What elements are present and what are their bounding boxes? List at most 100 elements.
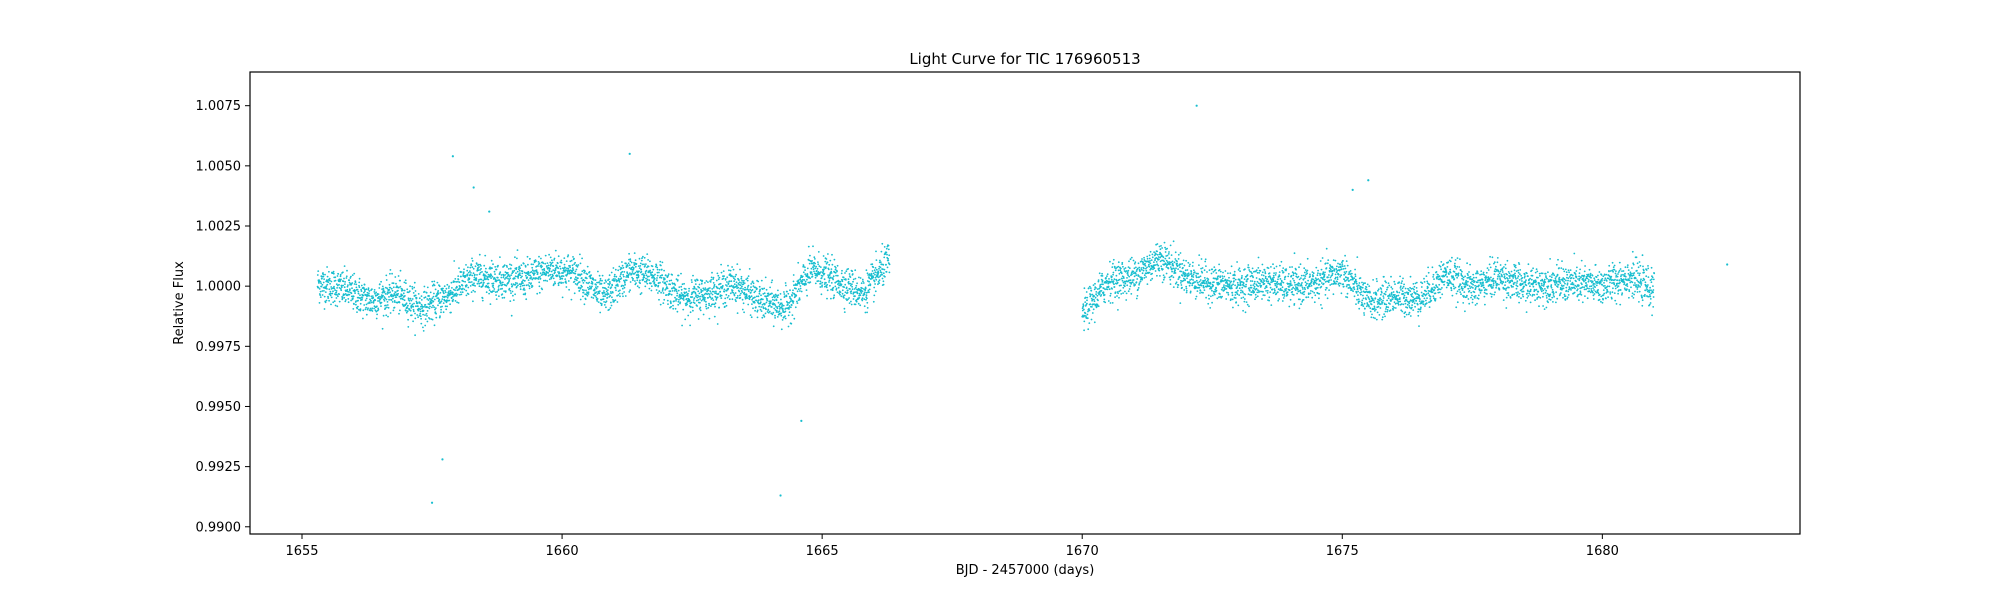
flux-point xyxy=(1410,293,1412,296)
flux-point xyxy=(1425,302,1428,304)
flux-point xyxy=(346,285,349,288)
flux-point xyxy=(434,307,437,309)
flux-point xyxy=(485,291,488,294)
flux-point xyxy=(767,295,769,297)
flux-point xyxy=(1437,274,1439,276)
flux-point xyxy=(1352,290,1354,293)
flux-point xyxy=(1377,289,1379,292)
flux-point xyxy=(1377,305,1380,308)
flux-point xyxy=(1234,297,1237,299)
flux-point xyxy=(403,289,406,292)
flux-point xyxy=(334,289,336,291)
flux-point xyxy=(1101,275,1104,277)
flux-point xyxy=(1256,295,1259,298)
flux-point xyxy=(1301,300,1304,303)
flux-point xyxy=(696,305,698,307)
flux-point xyxy=(723,288,726,291)
flux-point xyxy=(319,294,322,296)
flux-point xyxy=(616,294,618,297)
flux-point xyxy=(1236,293,1239,296)
flux-point xyxy=(508,279,511,281)
flux-point xyxy=(1176,260,1178,263)
flux-point xyxy=(836,291,839,294)
flux-point xyxy=(878,282,881,284)
flux-point xyxy=(829,276,832,279)
flux-point xyxy=(382,294,384,297)
flux-point xyxy=(839,280,842,283)
flux-point xyxy=(843,294,846,297)
flux-point xyxy=(741,298,744,301)
flux-point xyxy=(409,297,412,300)
flux-point xyxy=(775,299,778,302)
flux-point xyxy=(1259,282,1261,285)
flux-point xyxy=(341,297,344,300)
flux-point xyxy=(1380,298,1382,301)
flux-point xyxy=(415,297,418,299)
flux-point xyxy=(1289,282,1292,284)
flux-point xyxy=(1181,263,1184,265)
flux-point xyxy=(1412,296,1414,299)
flux-point xyxy=(796,290,799,293)
flux-point xyxy=(1279,289,1281,291)
flux-point xyxy=(355,286,358,289)
flux-point xyxy=(564,269,567,272)
flux-point xyxy=(1297,275,1300,278)
flux-point xyxy=(471,274,474,277)
flux-point xyxy=(521,275,523,278)
flux-point xyxy=(496,276,499,279)
flux-point xyxy=(555,264,558,267)
flux-point xyxy=(1399,285,1402,288)
flux-point xyxy=(773,299,776,302)
flux-point xyxy=(1093,300,1096,303)
flux-point xyxy=(658,271,660,274)
flux-point xyxy=(1304,275,1307,277)
flux-point xyxy=(550,277,553,280)
flux-point xyxy=(621,292,624,295)
flux-point xyxy=(632,279,634,282)
flux-point xyxy=(1112,271,1115,274)
flux-point xyxy=(373,289,376,291)
flux-point xyxy=(564,266,566,269)
flux-point xyxy=(1383,275,1385,278)
flux-point xyxy=(883,256,886,259)
flux-point xyxy=(616,301,619,303)
flux-point xyxy=(1096,304,1099,306)
flux-point xyxy=(788,305,791,307)
flux-point xyxy=(407,297,410,300)
flux-point xyxy=(819,280,822,283)
flux-point xyxy=(622,275,625,278)
flux-point xyxy=(1345,270,1348,273)
flux-point xyxy=(825,281,827,284)
flux-point xyxy=(1303,286,1306,289)
flux-point xyxy=(1276,280,1279,283)
flux-point xyxy=(409,309,412,312)
flux-point xyxy=(1433,278,1435,280)
flux-point xyxy=(1109,294,1112,297)
flux-point xyxy=(1415,297,1418,300)
flux-point xyxy=(1336,280,1338,283)
flux-point xyxy=(1273,267,1276,270)
flux-point xyxy=(868,277,871,279)
flux-point xyxy=(445,308,448,311)
flux-point xyxy=(1276,285,1278,287)
flux-point xyxy=(527,272,530,275)
flux-point xyxy=(1280,282,1282,285)
flux-point xyxy=(798,297,801,300)
flux-point xyxy=(543,268,546,270)
flux-point xyxy=(501,287,503,290)
flux-point xyxy=(728,285,731,288)
flux-point xyxy=(515,267,518,269)
flux-point xyxy=(1177,253,1180,256)
flux-point xyxy=(554,282,557,285)
flux-point xyxy=(508,280,510,283)
flux-point xyxy=(643,256,646,259)
flux-point xyxy=(698,308,701,310)
flux-point xyxy=(402,292,405,295)
flux-point xyxy=(754,296,756,299)
flux-point xyxy=(1407,287,1409,290)
flux-point xyxy=(1165,266,1168,268)
flux-point xyxy=(1257,256,1260,259)
flux-point xyxy=(452,295,454,298)
flux-point xyxy=(1327,281,1330,283)
flux-point xyxy=(866,311,868,314)
